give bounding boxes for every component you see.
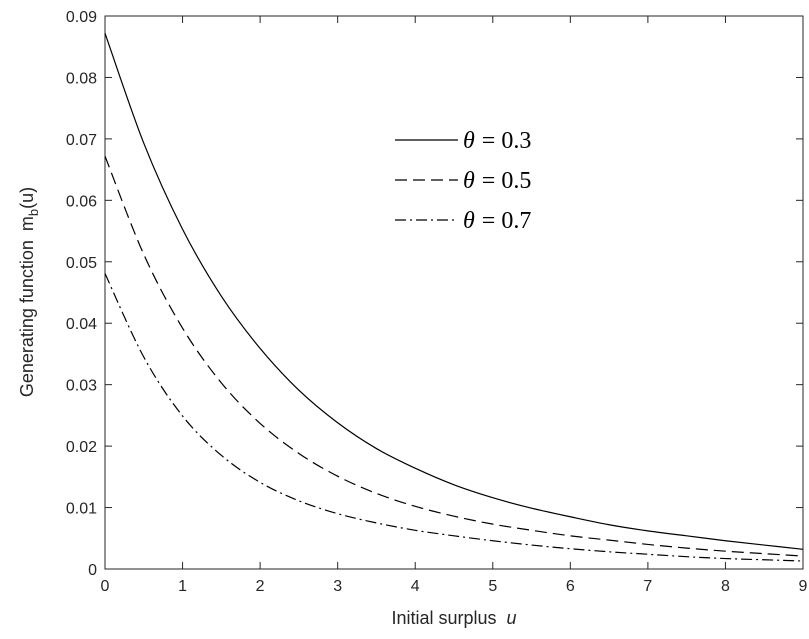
x-axis-title-text: Initial surplus — [391, 608, 496, 628]
y-tick-label: 0.02 — [66, 439, 97, 456]
y-tick-label: 0.03 — [66, 378, 97, 395]
x-tick-label: 1 — [178, 578, 187, 595]
y-tick-label: 0.07 — [66, 132, 97, 149]
y-tick-label: 0.01 — [66, 501, 97, 518]
plot-area — [104, 15, 804, 570]
x-tick-label: 4 — [411, 578, 420, 595]
y-tick-label: 0 — [88, 562, 97, 579]
y-axis-title-symbol: m — [17, 216, 37, 231]
x-tick-label: 5 — [488, 578, 497, 595]
x-axis-title: Initial surplus u — [391, 608, 516, 628]
series-line-3 — [104, 273, 804, 562]
legend-label-1: θ = 0.3 — [463, 128, 531, 154]
x-axis-ticks: 0 1 2 3 4 5 6 7 8 9 — [101, 16, 808, 595]
y-axis-title-text: Generating function — [17, 240, 37, 397]
x-axis-title-variable: u — [507, 608, 517, 628]
plot-frame — [104, 15, 804, 570]
legend-symbol: θ — [463, 168, 475, 194]
x-tick-label: 0 — [101, 578, 110, 595]
legend-label-3: θ = 0.7 — [463, 208, 531, 234]
legend-value: = 0.3 — [482, 128, 532, 154]
y-tick-label: 0.05 — [66, 255, 97, 272]
y-tick-label: 0.08 — [66, 70, 97, 87]
y-axis-title: Generating function mb(u) — [17, 187, 41, 397]
series-group — [104, 33, 804, 562]
x-tick-label: 9 — [799, 578, 808, 595]
y-axis-title-argument: (u) — [17, 187, 37, 209]
legend-value: = 0.5 — [482, 168, 532, 194]
x-tick-label: 3 — [333, 578, 342, 595]
y-axis-title-subscript: b — [26, 209, 41, 216]
y-tick-label: 0.06 — [66, 193, 97, 210]
y-tick-label: 0.09 — [66, 9, 97, 26]
series-line-2 — [104, 155, 804, 557]
y-tick-label: 0.04 — [66, 316, 97, 333]
legend-symbol: θ — [463, 128, 475, 154]
x-tick-label: 2 — [256, 578, 265, 595]
legend-label-2: θ = 0.5 — [463, 168, 531, 194]
legend: θ = 0.3 θ = 0.5 θ = 0.7 — [395, 128, 531, 234]
x-tick-label: 8 — [721, 578, 730, 595]
y-axis-ticks: 0 0.01 0.02 0.03 0.04 0.05 0.06 0.07 0.08 0.09 — [66, 9, 803, 579]
x-tick-label: 6 — [566, 578, 575, 595]
x-tick-label: 7 — [643, 578, 652, 595]
legend-value: = 0.7 — [482, 208, 532, 234]
series-line-1 — [104, 33, 804, 550]
legend-symbol: θ — [463, 208, 475, 234]
